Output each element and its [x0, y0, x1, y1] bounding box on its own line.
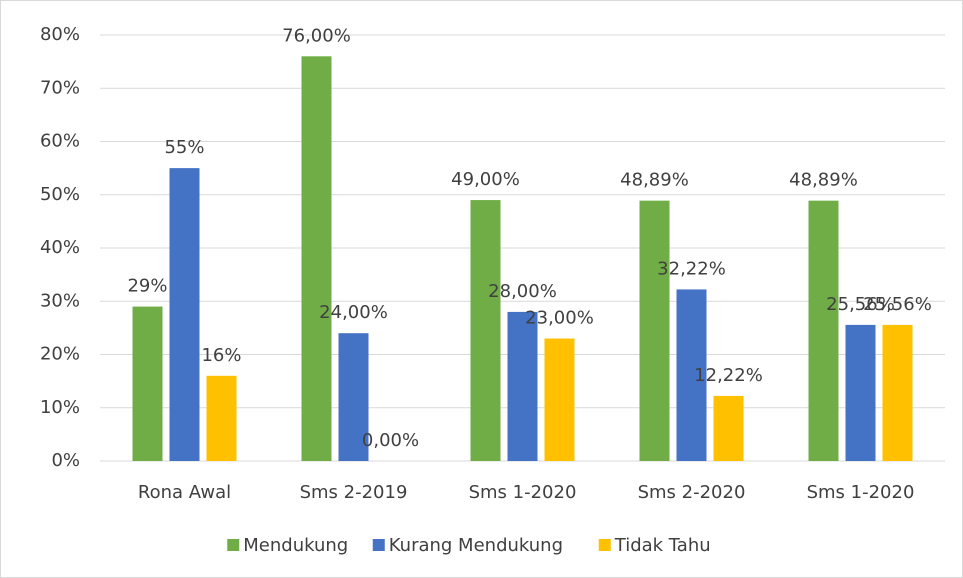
y-tick-label: 80%	[40, 24, 80, 45]
legend-swatch	[227, 539, 240, 551]
x-tick-label: Sms 2-2020	[638, 482, 746, 503]
y-tick-label: 0%	[51, 450, 80, 471]
bar	[676, 289, 707, 461]
data-label: 76,00%	[282, 25, 351, 46]
data-label: 49,00%	[451, 169, 520, 190]
bar	[639, 200, 670, 461]
data-label: 16%	[201, 345, 241, 366]
legend-swatch	[372, 539, 385, 551]
data-label: 48,89%	[789, 170, 858, 191]
y-tick-label: 70%	[40, 77, 80, 98]
data-label: 25,56%	[863, 294, 932, 315]
legend-swatch	[598, 539, 611, 551]
bar	[808, 200, 839, 461]
data-label: 55%	[164, 137, 204, 158]
bar	[882, 324, 913, 461]
y-tick-label: 60%	[40, 131, 80, 152]
y-tick-label: 30%	[40, 290, 80, 311]
data-label: 32,22%	[657, 258, 726, 279]
y-tick-label: 10%	[40, 397, 80, 418]
data-label: 25,56%	[826, 294, 895, 315]
bar	[845, 324, 876, 461]
data-label: 48,89%	[620, 170, 689, 191]
bar	[470, 200, 501, 461]
x-tick-label: Sms 2-2019	[300, 482, 408, 503]
data-label: 24,00%	[319, 302, 388, 323]
data-label: 23,00%	[525, 308, 594, 329]
y-tick-label: 20%	[40, 344, 80, 365]
bar	[338, 333, 369, 461]
y-tick-label: 40%	[40, 237, 80, 258]
bar	[544, 338, 575, 461]
bar	[301, 56, 332, 462]
data-label: 28,00%	[488, 281, 557, 302]
bar	[206, 375, 237, 461]
bar	[507, 311, 538, 461]
x-tick-label: Sms 1-2020	[807, 482, 915, 503]
legend-label: Tidak Tahu	[614, 535, 711, 556]
legend-label: Mendukung	[243, 535, 348, 556]
x-tick-label: Sms 1-2020	[469, 482, 577, 503]
data-label: 0,00%	[362, 430, 419, 451]
legend-label: Kurang Mendukung	[389, 535, 563, 556]
x-tick-label: Rona Awal	[138, 482, 231, 503]
bar	[132, 306, 163, 461]
data-label: 29%	[127, 276, 167, 297]
data-label: 12,22%	[694, 365, 763, 386]
y-tick-label: 50%	[40, 184, 80, 205]
bar	[169, 168, 200, 461]
bar	[713, 395, 744, 461]
